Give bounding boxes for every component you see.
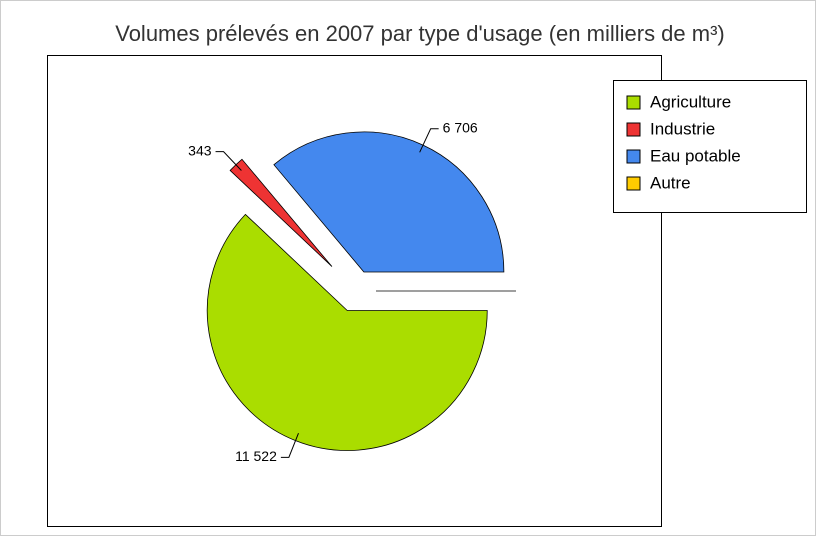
legend [613, 80, 807, 213]
leader-line [280, 432, 299, 458]
legend-label: Industrie [650, 119, 715, 138]
leader-line [215, 151, 242, 171]
chart-title: Volumes prélevés en 2007 par type d'usag… [115, 21, 725, 46]
legend-label: Agriculture [650, 92, 731, 111]
legend-swatch [626, 176, 641, 191]
data-label: 343 [188, 142, 212, 158]
data-label: 6 706 [443, 119, 478, 135]
legend-label: Eau potable [650, 146, 741, 165]
legend-label: Autre [650, 173, 691, 192]
legend-swatch [626, 149, 641, 164]
legend-swatch [626, 95, 641, 110]
legend-swatch [626, 122, 641, 137]
data-label: 11 522 [235, 448, 277, 464]
plot-area [47, 55, 662, 527]
leader-line [419, 128, 439, 153]
